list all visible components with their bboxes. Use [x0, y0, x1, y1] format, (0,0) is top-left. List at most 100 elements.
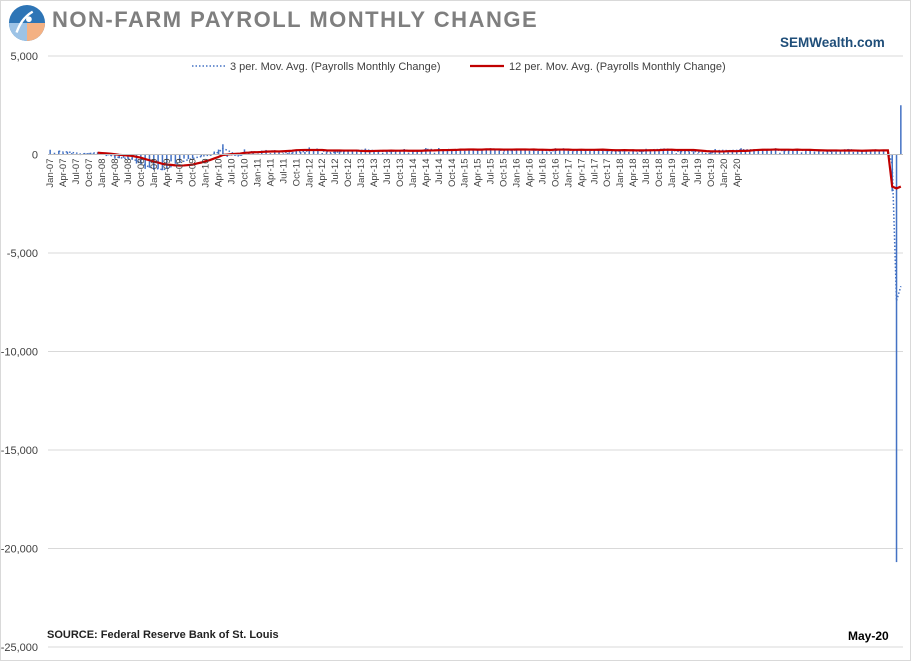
x-tick-label: Jul-12 [330, 159, 341, 185]
x-tick-label: Jan-12 [304, 159, 315, 188]
bar [865, 149, 868, 155]
x-tick-label: Jul-18 [641, 159, 652, 185]
bar [511, 149, 513, 155]
x-tick-label: Jan-20 [719, 159, 730, 188]
bar [589, 150, 591, 155]
x-tick-label: Jan-15 [460, 159, 471, 188]
bar [468, 149, 470, 155]
bar [783, 150, 786, 155]
bar [62, 152, 64, 155]
bar [455, 149, 457, 155]
bar [317, 149, 319, 155]
bar [144, 154, 146, 169]
x-tick-label: Oct-14 [447, 159, 458, 188]
bar [874, 150, 876, 155]
legend: 3 per. Mov. Avg. (Payrolls Monthly Chang… [192, 61, 726, 73]
bar [882, 151, 885, 155]
bar [459, 148, 462, 155]
y-tick-label: 0 [32, 150, 38, 162]
bar [774, 148, 777, 155]
x-tick-label: Apr-13 [369, 159, 380, 188]
bar [161, 154, 164, 171]
bar [684, 150, 686, 155]
bar [299, 151, 302, 155]
bar [602, 150, 604, 155]
bar [226, 154, 228, 157]
bar [653, 149, 656, 155]
x-tick-label: Jan-10 [201, 159, 212, 188]
bar [347, 150, 349, 155]
x-tick-label: Oct-07 [84, 159, 95, 188]
bar [200, 154, 203, 157]
bar [165, 154, 168, 169]
x-tick-label: Jul-07 [71, 159, 82, 185]
x-tick-label: Jul-13 [382, 159, 393, 185]
bar [718, 151, 721, 155]
bar [433, 152, 436, 155]
x-tick-label: Oct-13 [395, 159, 406, 188]
bar [407, 152, 410, 155]
x-tick-label: Oct-10 [239, 159, 250, 188]
x-tick-label: Oct-18 [654, 159, 665, 188]
bar [304, 151, 306, 155]
x-tick-label: Jul-17 [589, 159, 600, 185]
x-tick-label: Apr-18 [628, 159, 639, 188]
bar [796, 148, 798, 155]
x-tick-label: Jan-19 [667, 159, 678, 188]
bar [109, 154, 112, 156]
brand-link[interactable]: SEMWealth.com [780, 35, 885, 50]
bar [498, 150, 501, 155]
bar [800, 152, 803, 155]
x-tick-label: Apr-16 [524, 159, 535, 188]
x-tick-label: Jan-18 [615, 159, 626, 188]
bar [580, 149, 583, 155]
x-tick-label: Oct-15 [499, 159, 510, 188]
bar [394, 151, 397, 155]
bar [779, 152, 781, 155]
bar [494, 150, 496, 155]
bar [843, 149, 846, 155]
bar [412, 150, 414, 155]
bar [53, 152, 56, 155]
chart-title: NON-FARM PAYROLL MONTHLY CHANGE [52, 7, 539, 32]
x-tick-label: Apr-14 [421, 159, 432, 188]
bar [809, 149, 811, 155]
bar [554, 148, 557, 155]
bar [545, 151, 548, 155]
y-tick-label: -10,000 [1, 347, 38, 359]
bar [269, 153, 272, 155]
bar [658, 149, 660, 155]
x-tick-label: Jul-15 [486, 159, 497, 185]
bar [787, 149, 790, 155]
x-tick-label: Oct-09 [188, 159, 199, 188]
x-tick-label: Jul-10 [227, 158, 238, 184]
bar [679, 150, 682, 155]
x-tick-label: Jan-13 [356, 159, 367, 188]
gridlines [48, 55, 903, 648]
bar [649, 150, 652, 155]
bar [178, 154, 181, 162]
x-tick-label: Apr-10 [214, 159, 225, 188]
bar [170, 154, 172, 162]
x-tick-label: Jul-08 [123, 159, 134, 185]
x-tick-label: Jul-09 [175, 159, 186, 185]
bar [360, 150, 362, 155]
bar [735, 150, 738, 155]
x-tick-label: Apr-07 [58, 159, 69, 188]
bar [528, 150, 531, 155]
bar [213, 151, 216, 155]
bar [118, 154, 121, 159]
bar [70, 153, 73, 155]
x-tick-label: Jan-09 [149, 159, 160, 188]
bar [619, 149, 621, 155]
bar [697, 153, 699, 155]
bar [252, 152, 254, 155]
bar [550, 151, 552, 155]
x-tick-label: Oct-19 [706, 159, 717, 188]
y-tick-label: -5,000 [7, 248, 38, 260]
x-tick-label: Oct-12 [343, 159, 354, 188]
bar [835, 150, 837, 155]
bar [381, 152, 384, 155]
bar [291, 152, 293, 155]
